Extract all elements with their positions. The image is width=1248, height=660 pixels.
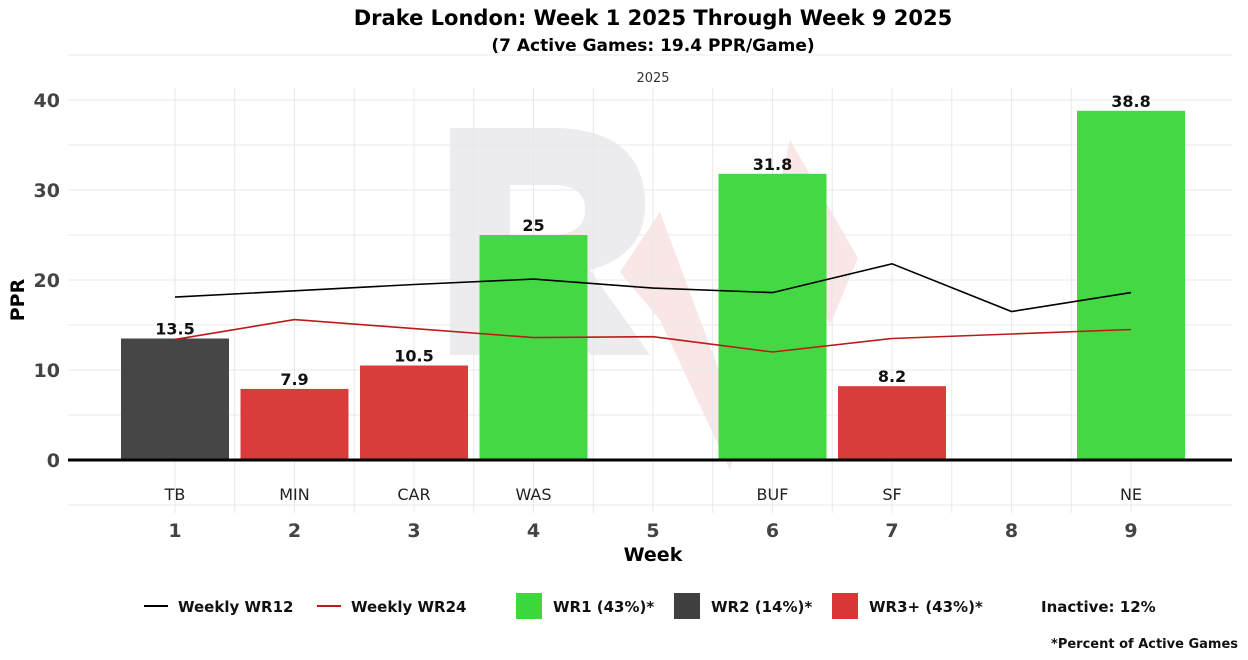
legend-wr3-label: WR3+ (43%)*	[869, 598, 983, 616]
bar-week-1	[121, 338, 229, 460]
legend-inactive-label: Inactive: 12%	[1041, 598, 1156, 616]
bar-week-2	[240, 388, 349, 460]
series-lines	[174, 262, 1132, 353]
bar-week-9	[1077, 110, 1185, 461]
x-tick-label: 8	[1005, 520, 1018, 542]
x-tick-label: 9	[1124, 520, 1137, 542]
legend-wr12-label: Weekly WR12	[178, 598, 293, 616]
bar-label-week-3: 10.5	[394, 347, 433, 366]
legend-wr1-swatch	[516, 593, 542, 619]
line-weekly-wr24	[174, 318, 1132, 353]
legend-wr2-swatch	[674, 593, 700, 619]
x-tick-label: 7	[885, 520, 898, 542]
x-tick-label: 5	[646, 520, 659, 542]
bar-label-week-6: 31.8	[753, 155, 792, 174]
bars	[121, 110, 1185, 461]
opponent-label: NE	[1120, 485, 1142, 504]
opponent-label: CAR	[397, 485, 430, 504]
y-tick-label: 20	[34, 270, 60, 292]
chart-title: Drake London: Week 1 2025 Through Week 9…	[354, 6, 953, 30]
data-labels: 13.5 7.9 10.5 25 31.8 8.2 38.8	[155, 92, 1150, 389]
bar-label-week-4: 25	[522, 216, 544, 235]
line-weekly-wr12	[174, 262, 1132, 313]
x-axis-title: Week	[624, 544, 683, 566]
bar-label-week-7: 8.2	[878, 367, 906, 386]
bar-label-week-2: 7.9	[280, 370, 308, 389]
opponent-label: TB	[164, 485, 186, 504]
bar-week-7	[838, 386, 946, 460]
opponent-label: WAS	[515, 485, 551, 504]
bar-label-week-1: 13.5	[155, 320, 194, 339]
bar-week-6	[718, 173, 827, 461]
x-tick-label: 1	[168, 520, 181, 542]
y-tick-label: 0	[47, 450, 60, 472]
axes: 0 10 20 30 40 1 TB 2 MIN 3 CAR 4 WAS 5 6 BUF 7 SF 8 9 NE	[34, 90, 1232, 542]
opponent-label: SF	[882, 485, 901, 504]
x-tick-label: 6	[766, 520, 779, 542]
x-tick-label: 3	[407, 520, 420, 542]
x-tick-label: 2	[288, 520, 301, 542]
legend-wr3-swatch	[832, 593, 858, 619]
opponent-label: MIN	[279, 485, 310, 504]
x-tick-label: 4	[527, 520, 540, 542]
y-tick-label: 40	[34, 90, 60, 112]
bar-label-week-9: 38.8	[1111, 92, 1150, 111]
opponent-label: BUF	[757, 485, 789, 504]
legend: Weekly WR12 Weekly WR24 WR1 (43%)* WR2 (…	[144, 593, 1156, 619]
y-tick-label: 10	[34, 360, 60, 382]
legend-wr1-label: WR1 (43%)*	[553, 598, 654, 616]
footnote: *Percent of Active Games	[1051, 637, 1238, 652]
y-tick-label: 30	[34, 180, 60, 202]
bar-week-4	[479, 235, 588, 460]
y-axis-title: PPR	[7, 278, 29, 321]
chart-subtitle: (7 Active Games: 19.4 PPR/Game)	[491, 36, 814, 56]
facet-label: 2025	[636, 71, 669, 86]
bar-week-3	[360, 365, 468, 460]
legend-wr24-label: Weekly WR24	[351, 598, 466, 616]
legend-wr2-label: WR2 (14%)*	[711, 598, 812, 616]
